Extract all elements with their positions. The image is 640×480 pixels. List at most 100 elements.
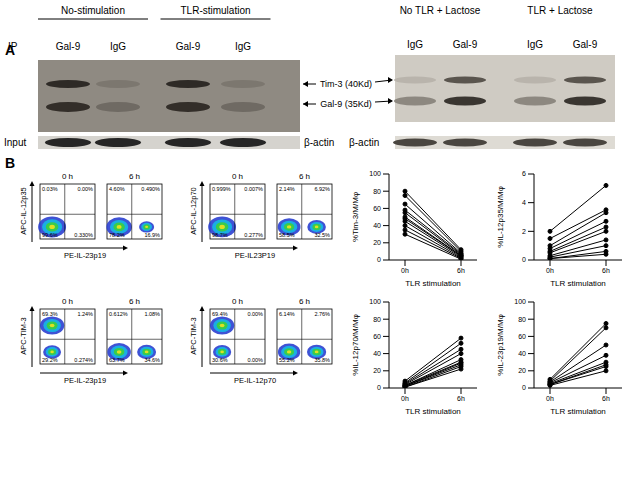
svg-text:IP: IP — [8, 41, 18, 52]
svg-text:20: 20 — [373, 239, 381, 246]
svg-text:55.2%: 55.2% — [279, 357, 295, 363]
svg-text:Input: Input — [4, 137, 26, 148]
svg-text:2: 2 — [522, 228, 526, 235]
svg-text:0 h: 0 h — [232, 297, 243, 306]
svg-text:34.6%: 34.6% — [144, 357, 160, 363]
svg-text:98.7%: 98.7% — [212, 232, 228, 238]
svg-text:20: 20 — [373, 367, 381, 374]
svg-text:80: 80 — [518, 316, 526, 323]
svg-text:78.2%: 78.2% — [109, 232, 125, 238]
svg-text:6.14%: 6.14% — [279, 311, 295, 317]
svg-text:20: 20 — [518, 367, 526, 374]
svg-text:6 h: 6 h — [299, 172, 310, 181]
svg-text:4: 4 — [522, 199, 526, 206]
svg-text:100: 100 — [369, 298, 381, 305]
svg-text:PE-IL-23p19: PE-IL-23p19 — [64, 376, 106, 385]
svg-text:0h: 0h — [546, 267, 554, 274]
svg-text:β-actin: β-actin — [304, 137, 334, 148]
svg-text:PE-IL-23p19: PE-IL-23p19 — [64, 251, 106, 260]
svg-text:40: 40 — [373, 350, 381, 357]
svg-text:IgG: IgG — [235, 41, 251, 52]
svg-text:0: 0 — [377, 256, 381, 263]
svg-text:29.2%: 29.2% — [42, 357, 58, 363]
svg-text:TLR stimulation: TLR stimulation — [550, 407, 606, 416]
svg-text:0.007%: 0.007% — [244, 186, 263, 192]
svg-text:0h: 0h — [401, 395, 409, 402]
svg-text:69.3%: 69.3% — [42, 311, 58, 317]
svg-text:APC-TIM-3: APC-TIM-3 — [19, 317, 28, 355]
svg-text:%Tim-3/M/Mφ: %Tim-3/M/Mφ — [351, 192, 360, 242]
svg-text:Gal-9: Gal-9 — [56, 41, 81, 52]
svg-text:6 h: 6 h — [129, 297, 140, 306]
svg-text:6: 6 — [522, 170, 526, 177]
svg-text:TLR stimulation: TLR stimulation — [405, 279, 461, 288]
svg-text:100: 100 — [514, 298, 526, 305]
svg-text:Gal-9 (35Kd): Gal-9 (35Kd) — [320, 99, 372, 109]
svg-text:6.92%: 6.92% — [314, 186, 330, 192]
svg-text:Tim-3 (40Kd): Tim-3 (40Kd) — [320, 79, 372, 89]
svg-text:6h: 6h — [602, 395, 610, 402]
svg-text:PE-IL23P19: PE-IL23P19 — [235, 251, 275, 260]
svg-text:0: 0 — [377, 384, 381, 391]
svg-text:32.5%: 32.5% — [314, 232, 330, 238]
svg-text:58.5%: 58.5% — [279, 232, 295, 238]
svg-text:0: 0 — [522, 384, 526, 391]
svg-text:60: 60 — [373, 333, 381, 340]
svg-text:Gal-9: Gal-9 — [573, 39, 598, 50]
svg-text:0 h: 0 h — [62, 297, 73, 306]
svg-text:0.00%: 0.00% — [247, 357, 263, 363]
svg-text:IgG: IgG — [527, 39, 543, 50]
svg-text:4.60%: 4.60% — [109, 186, 125, 192]
svg-text:APC-TIM-3: APC-TIM-3 — [189, 317, 198, 355]
svg-text:2.76%: 2.76% — [314, 311, 330, 317]
svg-text:0h: 0h — [401, 267, 409, 274]
svg-text:0.00%: 0.00% — [77, 186, 93, 192]
svg-text:IgG: IgG — [110, 41, 126, 52]
svg-text:0.274%: 0.274% — [74, 357, 93, 363]
svg-text:6 h: 6 h — [299, 297, 310, 306]
svg-text:30.6%: 30.6% — [212, 357, 228, 363]
svg-text:0.330%: 0.330% — [74, 232, 93, 238]
svg-text:TLR stimulation: TLR stimulation — [405, 407, 461, 416]
svg-text:APC-IL-12p35: APC-IL-12p35 — [19, 187, 28, 235]
svg-text:0.00%: 0.00% — [247, 311, 263, 317]
svg-text:69.4%: 69.4% — [212, 311, 228, 317]
svg-text:%IL-12p35/M/Mφ: %IL-12p35/M/Mφ — [496, 186, 505, 248]
svg-text:40: 40 — [518, 350, 526, 357]
svg-text:%IL-23p19/M/Mφ: %IL-23p19/M/Mφ — [496, 314, 505, 376]
svg-text:0.490%: 0.490% — [141, 186, 160, 192]
svg-text:IgG: IgG — [407, 39, 423, 50]
svg-text:%IL-12p70/M/Mφ: %IL-12p70/M/Mφ — [351, 314, 360, 376]
svg-text:1.08%: 1.08% — [144, 311, 160, 317]
svg-text:0 h: 0 h — [62, 172, 73, 181]
svg-text:80: 80 — [373, 316, 381, 323]
svg-text:TLR + Lactose: TLR + Lactose — [527, 5, 593, 16]
svg-text:0: 0 — [522, 256, 526, 263]
svg-text:0 h: 0 h — [232, 172, 243, 181]
svg-text:6h: 6h — [457, 267, 465, 274]
svg-text:100: 100 — [369, 170, 381, 177]
svg-text:60: 60 — [518, 333, 526, 340]
svg-text:6h: 6h — [457, 395, 465, 402]
svg-text:16.9%: 16.9% — [144, 232, 160, 238]
svg-text:No TLR + Lactose: No TLR + Lactose — [400, 5, 481, 16]
svg-text:35.8%: 35.8% — [314, 357, 330, 363]
svg-text:Gal-9: Gal-9 — [176, 41, 201, 52]
svg-text:APC-IL-12p70: APC-IL-12p70 — [189, 187, 198, 235]
svg-text:0.03%: 0.03% — [42, 186, 58, 192]
svg-text:6h: 6h — [602, 267, 610, 274]
svg-text:0.999%: 0.999% — [212, 186, 231, 192]
svg-text:0h: 0h — [546, 395, 554, 402]
svg-text:β-actin: β-actin — [349, 137, 379, 148]
svg-text:0.612%: 0.612% — [109, 311, 128, 317]
svg-text:PE-IL-12p70: PE-IL-12p70 — [234, 376, 276, 385]
svg-text:99.6%: 99.6% — [42, 232, 58, 238]
svg-text:1.24%: 1.24% — [77, 311, 93, 317]
svg-text:0.277%: 0.277% — [244, 232, 263, 238]
svg-text:TLR-stimulation: TLR-stimulation — [180, 5, 250, 16]
svg-text:80: 80 — [373, 188, 381, 195]
svg-text:6 h: 6 h — [129, 172, 140, 181]
svg-text:40: 40 — [373, 222, 381, 229]
svg-text:TLR stimulation: TLR stimulation — [550, 279, 606, 288]
svg-text:B: B — [5, 155, 15, 171]
